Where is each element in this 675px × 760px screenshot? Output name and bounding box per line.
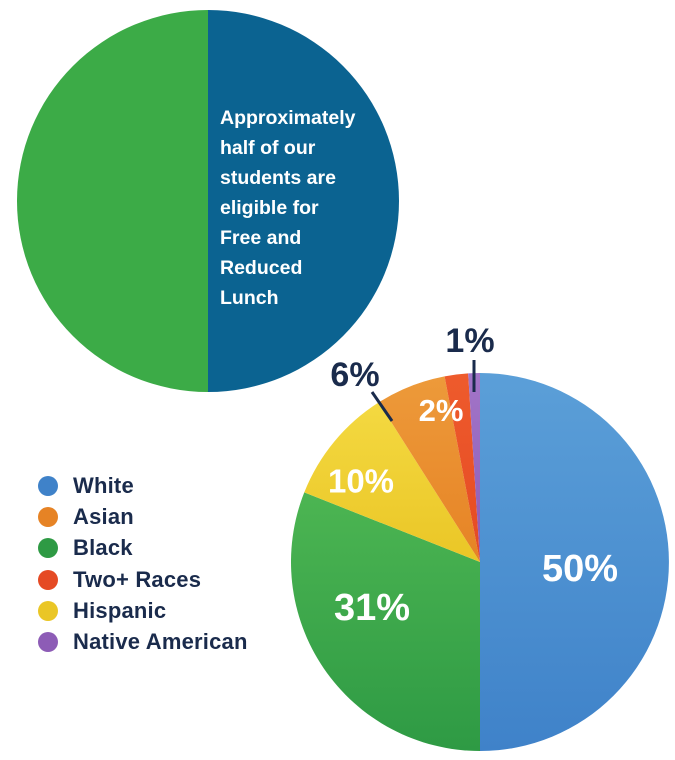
data-label-black: 31%	[334, 587, 410, 629]
legend-label: Native American	[73, 629, 248, 655]
legend-swatch-black	[38, 538, 58, 559]
pie-slice-two-races	[444, 373, 480, 562]
legend-item: Two+ Races	[38, 564, 248, 595]
legend-label: Hispanic	[73, 597, 167, 623]
legend-swatch-white	[38, 475, 58, 496]
pie-slice-hispanic	[304, 402, 480, 562]
legend-label: Black	[73, 535, 133, 561]
legend-item: Hispanic	[38, 595, 248, 626]
data-label-white: 50%	[542, 548, 618, 590]
legend-item: Asian	[38, 501, 248, 532]
data-label-native-american: 1%	[445, 322, 494, 360]
pie-slice-asian	[378, 376, 480, 562]
data-label-two-races: 2%	[419, 393, 464, 428]
legend-swatch-asian	[38, 506, 58, 527]
data-label-asian: 6%	[330, 356, 379, 394]
legend-item: Black	[38, 533, 248, 564]
legend-item: Native American	[38, 626, 248, 657]
legend-label: Asian	[73, 503, 134, 529]
chart-legend: White Asian Black Two+ Races Hispanic Na…	[38, 470, 248, 658]
legend-item: White	[38, 470, 248, 501]
legend-swatch-two-plus-races	[38, 569, 58, 590]
legend-label: Two+ Races	[73, 566, 202, 592]
pie-slice-black	[290, 492, 480, 751]
lunch-caption: Approximately half of our students are e…	[220, 107, 356, 309]
leader-line-asian	[370, 391, 394, 422]
legend-swatch-native-american	[38, 632, 58, 653]
lunch-slice-not-eligible	[17, 10, 208, 392]
pie-slice-white	[480, 373, 669, 751]
pie-slice-native-american	[468, 373, 480, 562]
lunch-slice-eligible	[208, 10, 399, 392]
legend-label: White	[73, 472, 134, 498]
data-label-hispanic: 10%	[328, 463, 394, 500]
legend-swatch-hispanic	[38, 600, 58, 621]
